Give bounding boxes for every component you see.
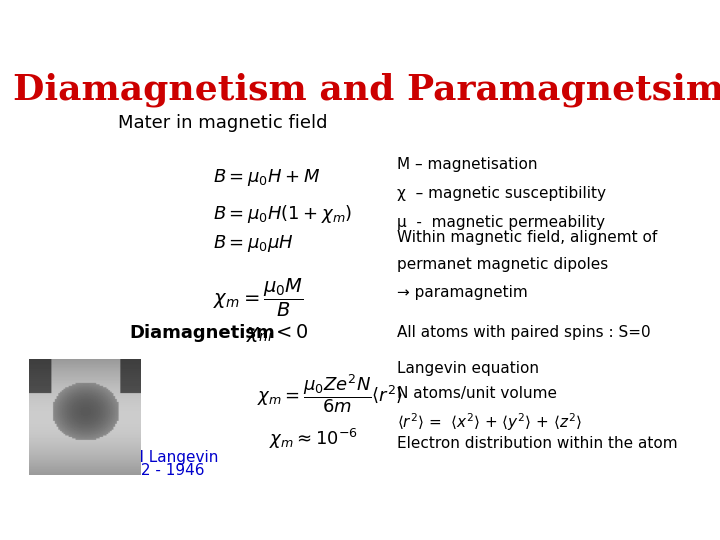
Text: 1872 - 1946: 1872 - 1946 <box>112 463 204 478</box>
Text: $\chi_m \approx 10^{-6}$: $\chi_m \approx 10^{-6}$ <box>269 427 358 451</box>
Text: χ  – magnetic susceptibility: χ – magnetic susceptibility <box>397 186 606 201</box>
Text: Paul Langevin: Paul Langevin <box>112 450 219 465</box>
Text: Mater in magnetic field: Mater in magnetic field <box>118 114 328 132</box>
Text: $B = \mu_0 \mu H$: $B = \mu_0 \mu H$ <box>213 233 294 254</box>
Text: $\chi_{ni} < 0$: $\chi_{ni} < 0$ <box>246 322 309 344</box>
Text: Within magnetic field, alignemt of: Within magnetic field, alignemt of <box>397 230 657 245</box>
Text: Diamagnetism: Diamagnetism <box>129 324 275 342</box>
Text: N atoms/unit volume: N atoms/unit volume <box>397 386 557 401</box>
Text: Diamagnetism and Paramagnetsim: Diamagnetism and Paramagnetsim <box>14 72 720 107</box>
Text: $B = \mu_0 H + M$: $B = \mu_0 H + M$ <box>213 166 320 187</box>
Text: permanet magnetic dipoles: permanet magnetic dipoles <box>397 257 608 272</box>
Text: $\chi_m = \dfrac{\mu_0 Z e^2 N}{6m} \langle r^2 \rangle$: $\chi_m = \dfrac{\mu_0 Z e^2 N}{6m} \lan… <box>258 372 403 415</box>
Text: $\langle r^2 \rangle$ =  $\langle x^2 \rangle$ + $\langle y^2 \rangle$ + $\langl: $\langle r^2 \rangle$ = $\langle x^2 \ra… <box>397 411 582 433</box>
Text: $\chi_m = \dfrac{\mu_0 M}{B}$: $\chi_m = \dfrac{\mu_0 M}{B}$ <box>213 276 303 319</box>
Text: $B = \mu_0 H(1 + \chi_m)$: $B = \mu_0 H(1 + \chi_m)$ <box>213 204 352 226</box>
Text: All atoms with paired spins : S=0: All atoms with paired spins : S=0 <box>397 326 651 341</box>
Text: μ  -  magnetic permeability: μ - magnetic permeability <box>397 215 605 230</box>
Text: → paramagnetim: → paramagnetim <box>397 285 528 300</box>
Text: Langevin equation: Langevin equation <box>397 361 539 376</box>
Text: M – magnetisation: M – magnetisation <box>397 157 537 172</box>
Text: Electron distribution within the atom: Electron distribution within the atom <box>397 436 678 451</box>
